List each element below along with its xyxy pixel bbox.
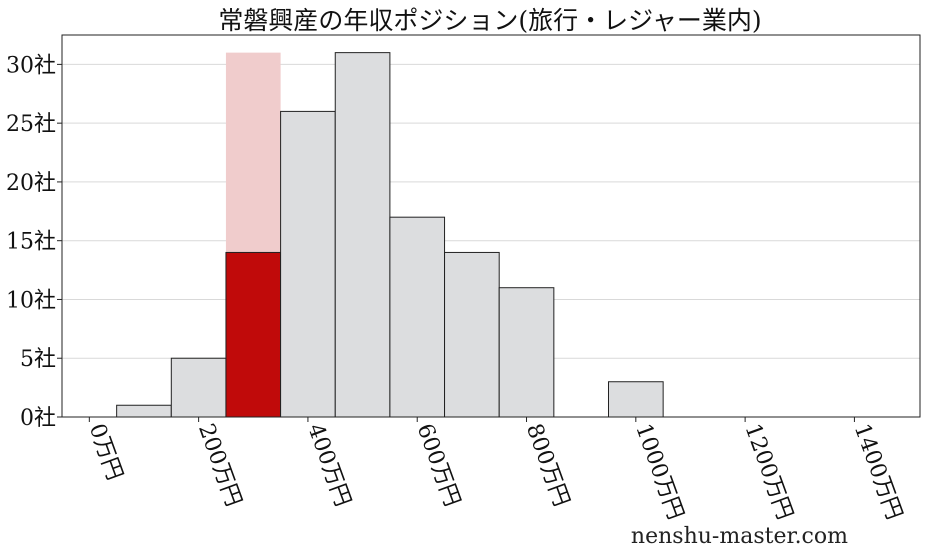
y-tick-label: 20社 bbox=[6, 171, 56, 196]
highlight-bar bbox=[225, 251, 282, 418]
histogram-bar bbox=[334, 52, 391, 418]
x-tick-labels: 0万円 200万円 400万円 600万円 800万円 1000万円 1200万円 1400万… bbox=[84, 417, 907, 524]
plot-frame bbox=[61, 34, 921, 418]
y-tick-label: 25社 bbox=[6, 112, 56, 137]
histogram-bar bbox=[498, 287, 555, 418]
bars-layer bbox=[116, 52, 664, 418]
watermark: nenshu-master.com bbox=[631, 524, 848, 549]
y-tick-label: 5社 bbox=[20, 347, 56, 372]
y-tick-label: 30社 bbox=[6, 53, 56, 78]
x-tick-label: 400万円 bbox=[302, 421, 355, 510]
histogram-bar bbox=[389, 216, 446, 418]
y-tick-label: 0社 bbox=[20, 406, 56, 431]
grid-lines bbox=[62, 63, 920, 359]
y-tick-label: 15社 bbox=[6, 230, 56, 255]
histogram-bar bbox=[116, 404, 172, 418]
x-tick-label: 1200万円 bbox=[739, 421, 797, 524]
x-tick-label: 0万円 bbox=[84, 421, 127, 484]
histogram-bar bbox=[444, 251, 500, 418]
histogram-bar bbox=[607, 381, 664, 418]
histogram-bar bbox=[170, 357, 227, 418]
x-tick-label: 1400万円 bbox=[849, 421, 907, 524]
y-tick-label: 10社 bbox=[6, 288, 56, 313]
x-tick-label: 800万円 bbox=[521, 421, 574, 510]
x-tick-label: 1000万円 bbox=[630, 421, 688, 524]
x-tick-label: 200万円 bbox=[193, 421, 246, 510]
x-tick-label: 600万円 bbox=[412, 421, 465, 510]
y-tick-labels: 0社 5社 10社 15社 20社 25社 30社 bbox=[6, 53, 62, 431]
chart-title: 常磐興産の年収ポジション(旅行・レジャー業内) bbox=[218, 6, 761, 35]
histogram-bar bbox=[280, 110, 336, 418]
